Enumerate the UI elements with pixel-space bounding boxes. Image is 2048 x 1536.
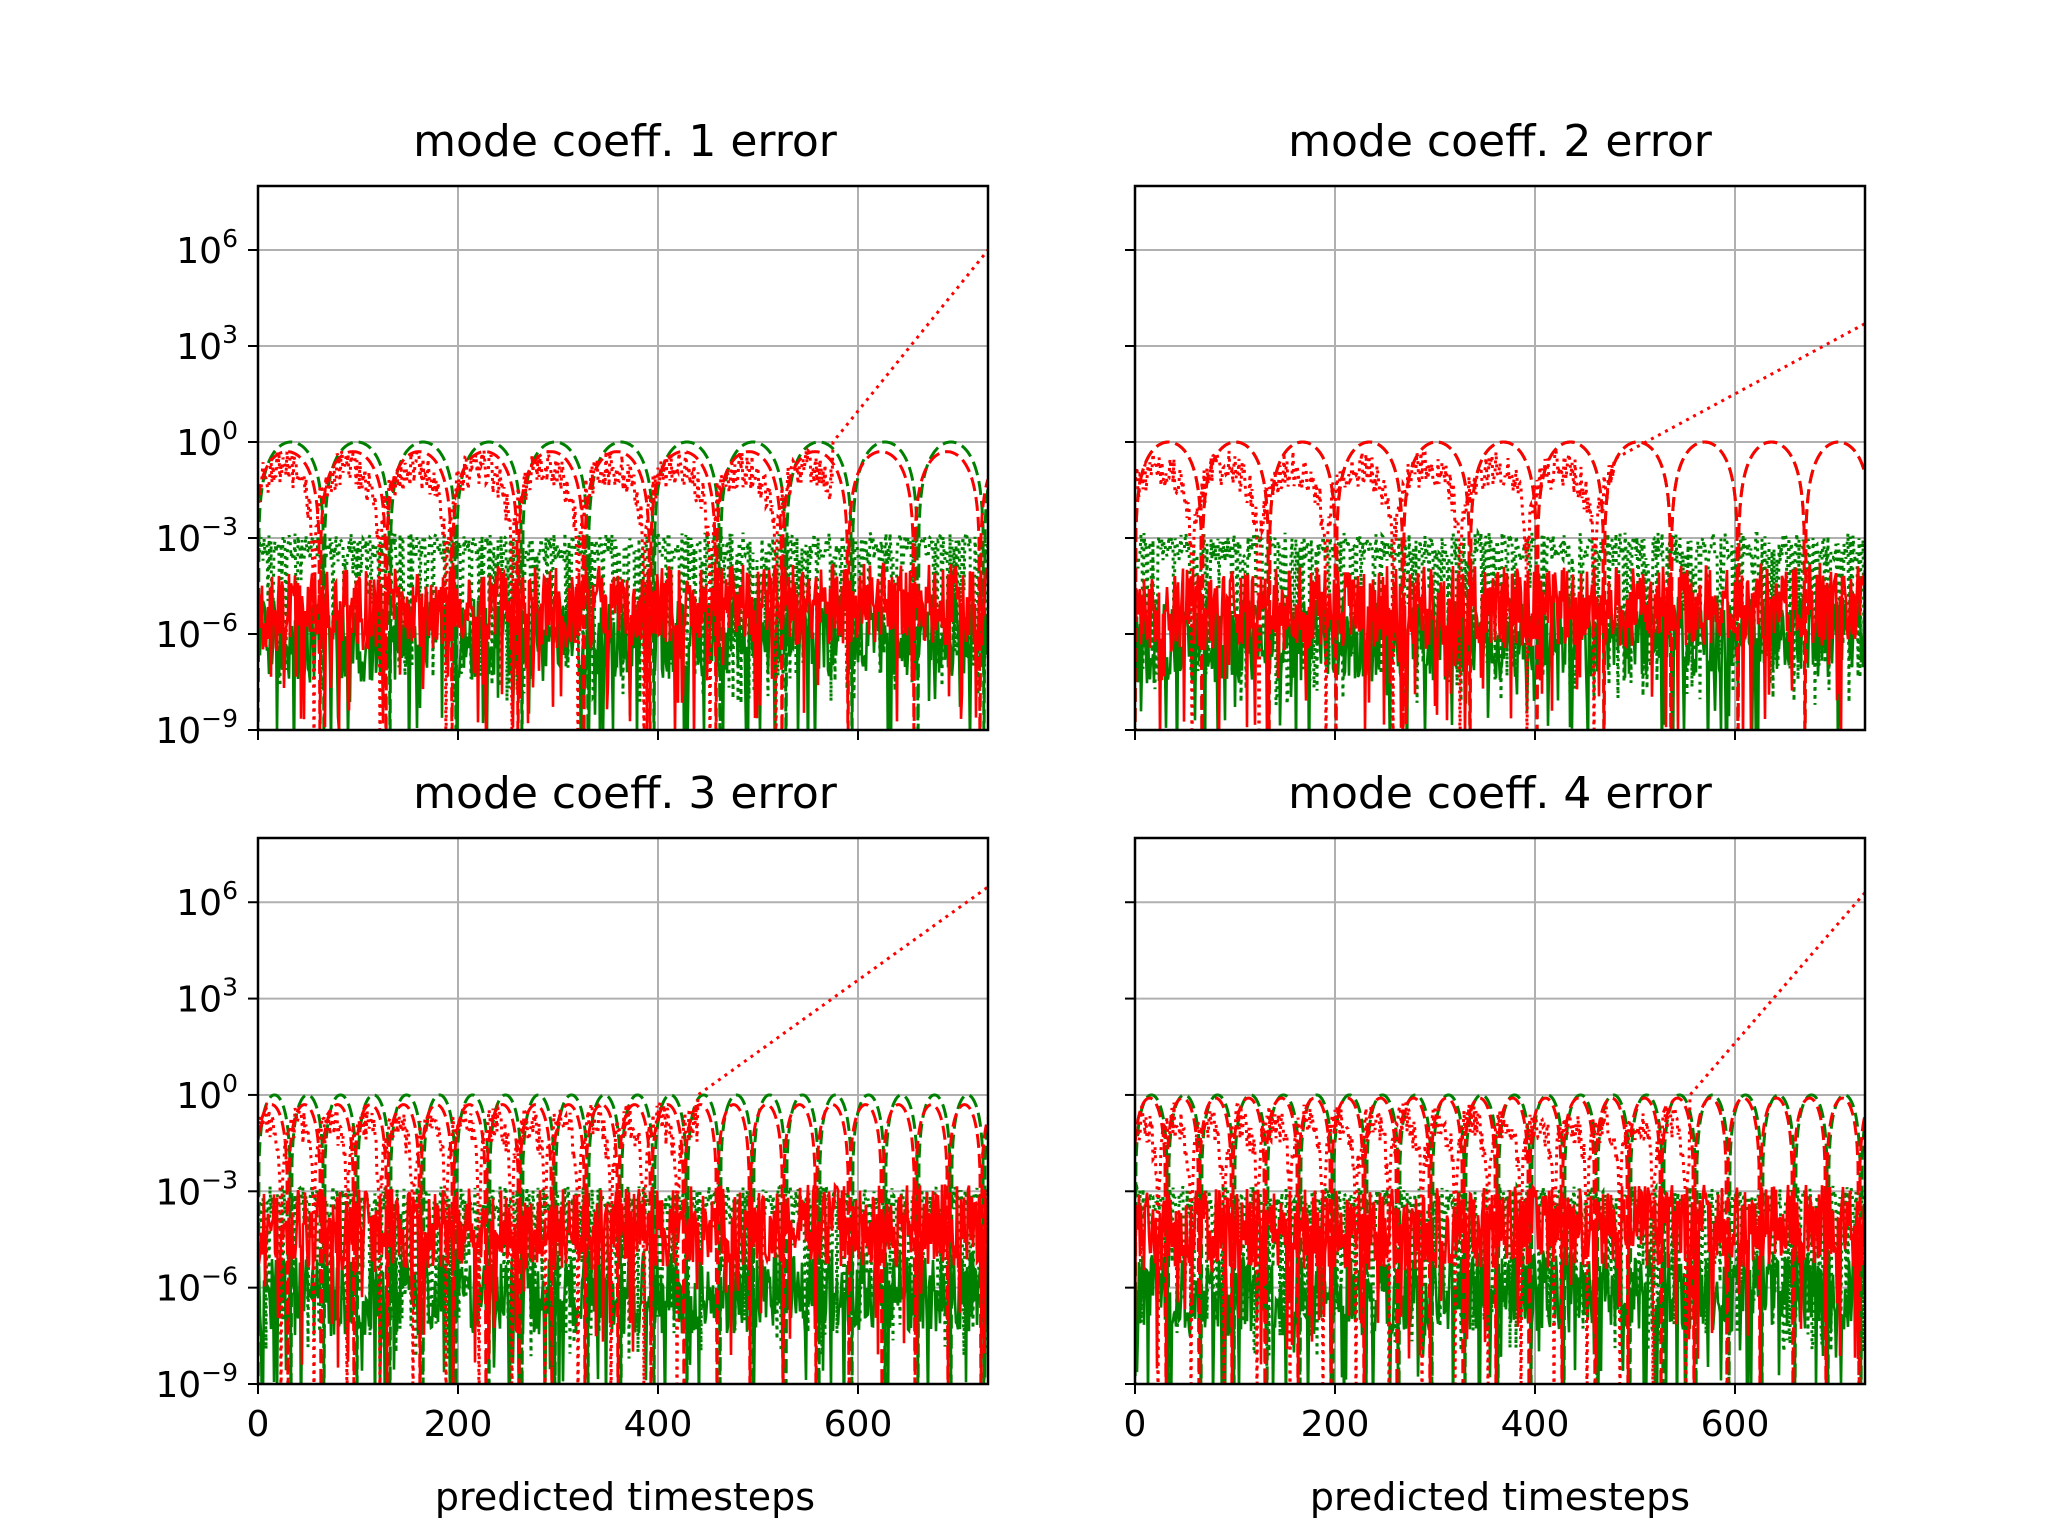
y-tick-label: 10−3 bbox=[155, 1165, 238, 1213]
subplot-mode-coeff-3: mode coeff. 3 error 0 200 400 600 10−9 10−6 10… bbox=[155, 768, 990, 1519]
x-tick-label: 400 bbox=[624, 1404, 693, 1445]
subplot-title: mode coeff. 3 error bbox=[413, 768, 838, 819]
y-tick-label: 106 bbox=[176, 224, 238, 272]
series-line bbox=[1135, 1248, 1865, 1384]
y-tick-label: 10−3 bbox=[155, 512, 238, 560]
x-tick-label: 400 bbox=[1501, 1404, 1570, 1445]
x-tick-label: 200 bbox=[1301, 1404, 1370, 1445]
subplot-mode-coeff-1: mode coeff. 1 error 10−910−610−310010310… bbox=[155, 116, 990, 752]
y-tick-label: 10−6 bbox=[155, 608, 238, 656]
series-line bbox=[1135, 1096, 1865, 1384]
y-tick-label: 106 bbox=[176, 876, 238, 924]
series-line bbox=[1135, 1183, 1865, 1369]
series-line bbox=[258, 562, 988, 730]
x-tick-label: 0 bbox=[1124, 1404, 1147, 1445]
series-line bbox=[258, 249, 988, 730]
x-tick-label: 200 bbox=[424, 1404, 493, 1445]
y-tick-label: 103 bbox=[176, 320, 238, 368]
y-tick-label: 100 bbox=[176, 416, 238, 464]
x-tick-label: 600 bbox=[1701, 1404, 1770, 1445]
x-tick-label: 600 bbox=[824, 1404, 893, 1445]
series-line bbox=[1135, 322, 1865, 730]
series-line bbox=[258, 450, 988, 730]
axes-frame bbox=[256, 184, 990, 732]
series-line bbox=[258, 1248, 988, 1384]
series-line bbox=[1135, 1093, 1865, 1384]
series-line bbox=[1135, 891, 1865, 1384]
series-line bbox=[1135, 440, 1865, 730]
axes-frame bbox=[1133, 836, 1867, 1386]
subplot-mode-coeff-4: mode coeff. 4 error 0 200 400 600 predicted… bbox=[1124, 768, 1867, 1519]
x-tick-label: 0 bbox=[247, 1404, 270, 1445]
series-line bbox=[1135, 1181, 1865, 1357]
axes-frame bbox=[256, 836, 990, 1386]
plot-area bbox=[1125, 184, 1867, 740]
x-axis-label: predicted timesteps bbox=[435, 1475, 815, 1519]
series-line bbox=[1135, 563, 1865, 730]
plot-area: 0 200 400 600 bbox=[1124, 836, 1867, 1445]
plot-area: 10−9 10−6 10−3 100 103 106 bbox=[155, 184, 990, 752]
y-tick-label: 10−9 bbox=[155, 704, 238, 752]
y-tick-label: 10−9 bbox=[155, 1358, 238, 1406]
axes-frame bbox=[1133, 184, 1867, 732]
subplot-mode-coeff-2: mode coeff. 2 error bbox=[1125, 116, 1867, 740]
y-tick-label: 10−6 bbox=[155, 1262, 238, 1310]
subplot-title: mode coeff. 4 error bbox=[1288, 768, 1713, 819]
series-line bbox=[258, 1181, 988, 1368]
y-tick-label: 100 bbox=[176, 1069, 238, 1117]
subplot-title: mode coeff. 2 error bbox=[1288, 116, 1713, 167]
plot-area: 0 200 400 600 10−9 10−6 10−3 100 103 106 bbox=[155, 836, 990, 1445]
series-line bbox=[258, 528, 988, 704]
y-tick-label: 103 bbox=[176, 973, 238, 1021]
x-axis-label: predicted timesteps bbox=[1310, 1475, 1690, 1519]
subplot-title: mode coeff. 1 error bbox=[413, 116, 838, 167]
series-line bbox=[258, 1093, 988, 1384]
series-line bbox=[258, 440, 988, 730]
